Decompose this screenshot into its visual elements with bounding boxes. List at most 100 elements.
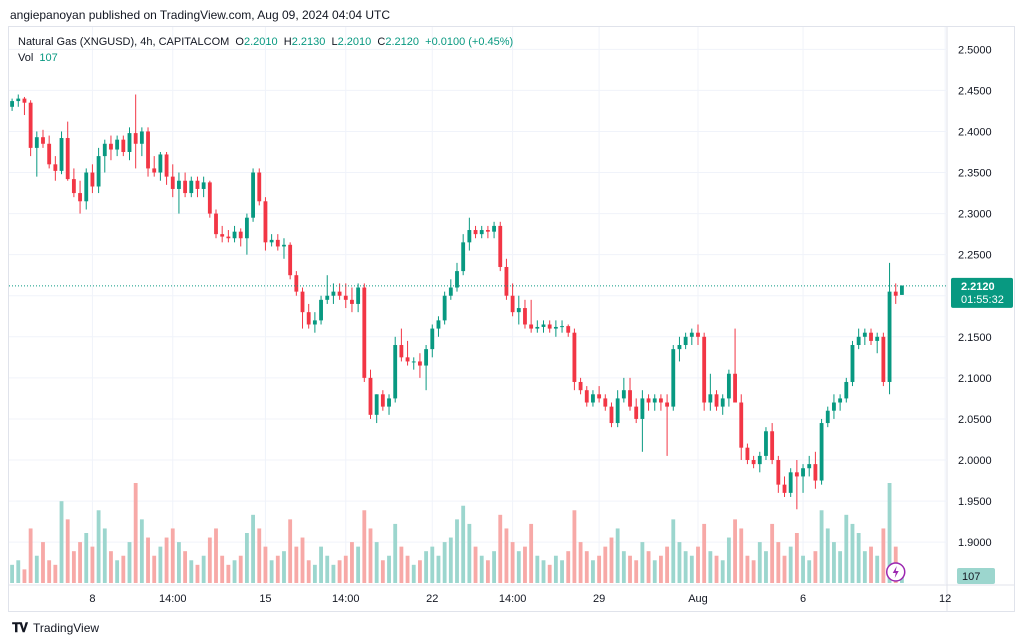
- candle-body: [751, 460, 756, 465]
- volume-bar: [300, 537, 305, 583]
- candle-body: [628, 390, 632, 407]
- candle: [362, 283, 367, 382]
- candle-body: [788, 472, 793, 493]
- time-axis: 8 14:00 15 14:00 22 14:00 29 Aug 6 12: [89, 593, 951, 605]
- candle-body: [269, 239, 274, 243]
- candle-body: [405, 357, 410, 362]
- candle: [899, 285, 904, 295]
- candle: [102, 139, 107, 173]
- candle: [708, 373, 713, 411]
- candle-body: [312, 320, 317, 325]
- candle: [183, 172, 188, 198]
- volume-bar: [671, 519, 676, 583]
- volume-bar: [177, 542, 181, 583]
- candle: [603, 394, 608, 411]
- candle-body: [881, 336, 886, 382]
- candle-body: [572, 332, 577, 382]
- volume-bar: [380, 560, 385, 583]
- candle-body: [862, 332, 867, 337]
- candle: [838, 394, 843, 411]
- symbol-label[interactable]: Natural Gas (XNGUSD), 4h, CAPITALCOM: [18, 36, 230, 48]
- candle-body: [399, 345, 404, 358]
- candle: [547, 320, 552, 333]
- volume-bar: [263, 546, 268, 583]
- volume-bar: [238, 555, 243, 583]
- candle-body: [65, 138, 70, 180]
- close-label: C: [377, 36, 386, 48]
- candle-body: [374, 394, 379, 415]
- volume-bar: [78, 542, 82, 583]
- y-tick-label: 2.3000: [958, 209, 992, 221]
- volume-bar: [467, 523, 472, 583]
- volume-bar: [306, 560, 311, 583]
- candle: [195, 176, 200, 198]
- volume-bar: [788, 546, 793, 583]
- candle-body: [560, 326, 564, 328]
- x-tick-label: 29: [593, 593, 605, 605]
- candle-body: [90, 172, 95, 187]
- candle-body: [189, 180, 194, 194]
- candle: [164, 151, 169, 185]
- candle-body: [102, 143, 107, 157]
- volume-bar: [244, 533, 249, 583]
- candle: [319, 295, 323, 325]
- candle-body: [263, 201, 268, 243]
- volume-bar: [282, 551, 286, 583]
- volume-tag-value: 107: [962, 571, 980, 583]
- volume-bar: [115, 560, 120, 583]
- candle: [801, 464, 805, 493]
- candle: [825, 406, 830, 428]
- candle: [560, 320, 564, 333]
- candle-body: [689, 332, 694, 337]
- volume-bar: [745, 555, 750, 583]
- candle-body: [702, 336, 707, 403]
- volume-bar: [102, 528, 107, 583]
- candle-body: [516, 308, 521, 313]
- volume-bar: [133, 483, 138, 583]
- candle-body: [343, 295, 348, 300]
- candle-body: [683, 336, 688, 346]
- candle-body: [146, 131, 150, 169]
- candle-body: [294, 275, 299, 292]
- y-tick-label: 2.4500: [958, 85, 992, 97]
- tradingview-logo-icon[interactable]: 𝐓𝐕: [12, 620, 28, 635]
- volume-bar: [139, 519, 144, 583]
- candle-body: [152, 168, 157, 173]
- volume-bar: [485, 560, 490, 583]
- candle-body: [473, 230, 478, 235]
- volume-bar: [28, 528, 33, 583]
- footer-brand[interactable]: TradingView: [33, 621, 100, 635]
- candle-body: [504, 266, 509, 296]
- candle: [325, 275, 330, 304]
- price-tag-countdown: 01:55:32: [961, 294, 1004, 306]
- volume-bar: [739, 528, 744, 583]
- volume-bar: [455, 519, 459, 583]
- candle-body: [448, 287, 453, 296]
- volume-bar: [41, 542, 45, 583]
- candle-body: [819, 423, 824, 481]
- volume-bar: [696, 546, 700, 583]
- candle-body: [794, 472, 799, 477]
- candle-body: [541, 324, 546, 327]
- candle: [350, 287, 354, 313]
- volume-bar: [189, 560, 194, 583]
- candle: [232, 225, 237, 243]
- y-tick-label: 2.2500: [958, 250, 992, 262]
- candle-body: [720, 398, 725, 407]
- volume-bar: [887, 483, 892, 583]
- candle: [875, 332, 880, 354]
- volume-bar: [442, 542, 447, 583]
- candle: [813, 451, 818, 489]
- candle: [689, 328, 694, 346]
- candle-body: [257, 172, 262, 202]
- candle-body: [510, 295, 515, 313]
- price-tag-bg: [951, 277, 1013, 308]
- candle: [387, 394, 391, 415]
- volume-bar: [523, 546, 527, 583]
- volume-bars: [10, 483, 904, 583]
- volume-bar: [702, 523, 707, 583]
- candle: [628, 377, 632, 411]
- candle: [578, 377, 583, 395]
